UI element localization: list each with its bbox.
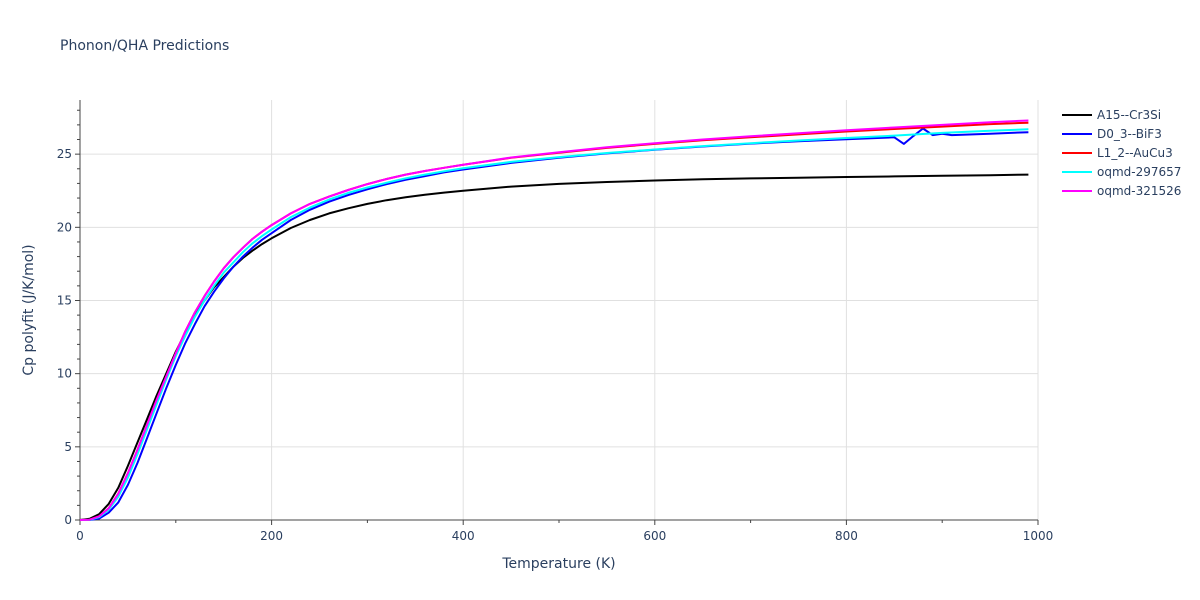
x-tick-label: 400 — [452, 529, 475, 543]
legend-label[interactable]: A15--Cr3Si — [1097, 108, 1161, 122]
x-tick-label: 200 — [260, 529, 283, 543]
x-tick-label: 0 — [76, 529, 84, 543]
series-line-D0_3--BiF3 — [80, 127, 1029, 521]
y-tick-label: 20 — [57, 220, 72, 234]
x-tick-label: 1000 — [1023, 529, 1054, 543]
series-line-L1_2--AuCu3 — [79, 121, 1029, 521]
axes: 0 200 400 600 800 1000 0 5 10 15 20 25 — [57, 100, 1054, 543]
x-axis-title: Temperature (K) — [501, 556, 615, 572]
grid — [80, 100, 1039, 520]
y-tick-label: 5 — [64, 440, 72, 454]
series-line-oqmd-297657 — [79, 128, 1029, 521]
y-axis-title: Cp polyfit (J/K/mol) — [21, 244, 37, 375]
y-tick-label: 15 — [57, 293, 72, 307]
y-tick-label: 10 — [57, 367, 72, 381]
x-tick-label: 600 — [643, 529, 666, 543]
chart-title: Phonon/QHA Predictions — [60, 38, 229, 54]
series-line-A15--Cr3Si — [79, 173, 1029, 521]
y-tick-label: 25 — [57, 147, 72, 161]
legend[interactable]: A15--Cr3Si D0_3--BiF3 L1_2--AuCu3 oqmd-2976… — [1062, 108, 1181, 198]
legend-label[interactable]: L1_2--AuCu3 — [1097, 146, 1173, 160]
legend-label[interactable]: D0_3--BiF3 — [1097, 127, 1162, 141]
series-line-oqmd-321526 — [79, 119, 1029, 521]
series-layer — [79, 119, 1029, 521]
x-tick-label: 800 — [835, 529, 858, 543]
y-tick-label: 0 — [64, 513, 72, 527]
legend-label[interactable]: oqmd-321526 — [1097, 184, 1181, 198]
legend-label[interactable]: oqmd-297657 — [1097, 165, 1181, 179]
